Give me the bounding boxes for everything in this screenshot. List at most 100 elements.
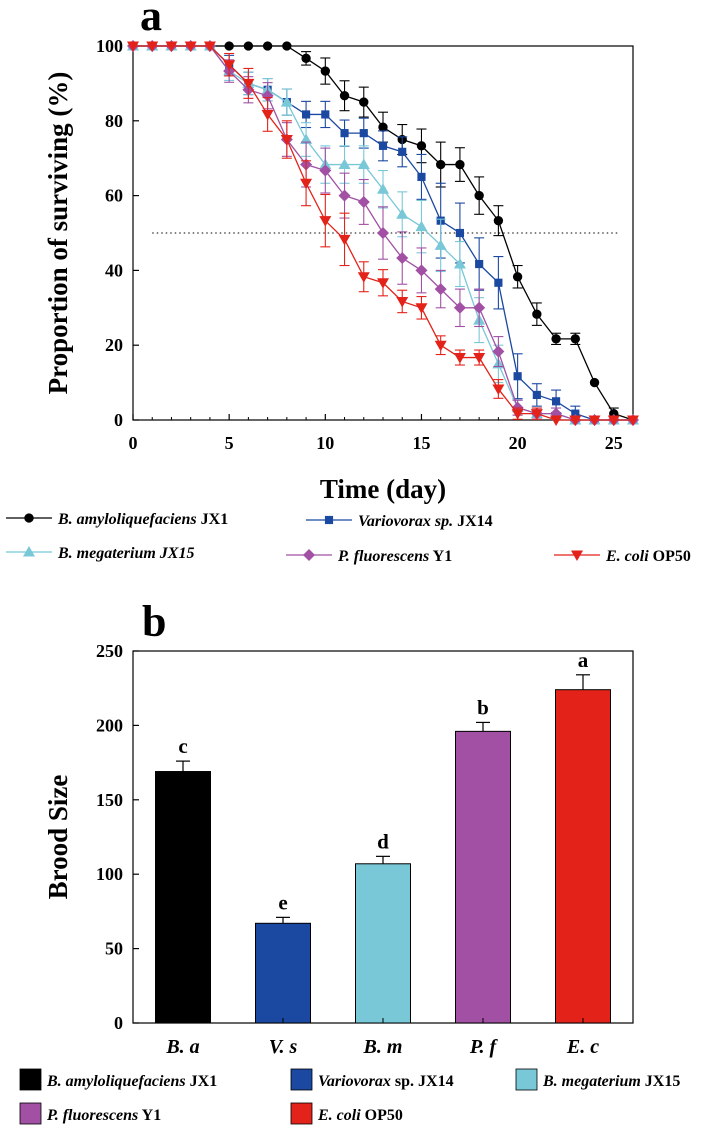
data-point-op50 <box>415 303 428 314</box>
data-point-op50 <box>300 178 313 190</box>
x-tick-label: 15 <box>412 433 430 453</box>
data-point-y1 <box>415 264 428 277</box>
x-tick-label: 5 <box>225 433 234 453</box>
data-point-op50 <box>473 353 486 364</box>
legend-label-jx14: Variovorax sp. JX14 <box>358 513 493 530</box>
category-label: V. s <box>269 1036 298 1058</box>
legend-swatch <box>290 1068 313 1091</box>
data-point-jx1 <box>359 97 369 107</box>
y-tick-label: 100 <box>96 36 123 56</box>
data-point-jx1 <box>243 41 254 51</box>
data-point-jx1 <box>493 215 504 226</box>
legend-label-jx15: B. megaterium JX15 <box>57 545 194 562</box>
y-tick-label: 100 <box>96 864 123 884</box>
legend-entry-jx1: B. amyloliquefaciens JX1 <box>6 511 228 528</box>
y-tick-label: 80 <box>105 111 123 131</box>
data-point-jx14 <box>455 228 465 238</box>
data-point-jx14 <box>475 259 484 269</box>
legend-marker-jx14 <box>324 515 334 525</box>
data-point-jx14 <box>571 409 580 418</box>
category-label: E. c <box>566 1036 599 1058</box>
legend-swatch <box>19 1102 42 1125</box>
survival-axis-ticks: 0 5 10 15 20 25 0 20 40 60 80 100 <box>96 36 634 453</box>
data-point-op50 <box>530 409 543 420</box>
data-point-op50 <box>203 41 216 52</box>
data-point-op50 <box>607 415 620 426</box>
legend-marker-y1 <box>303 549 315 561</box>
data-point-y1 <box>434 283 447 296</box>
brood-size-chart: 0 50 100 150 200 250 c B. a e V. s d B. m b P. f a E. … <box>43 641 634 1058</box>
legend-entry-jx1: B. amyloliquefaciens JX1 <box>19 1068 217 1091</box>
significance-label: a <box>578 648 589 672</box>
data-point-jx15 <box>453 258 466 269</box>
data-point-jx1 <box>224 41 234 51</box>
data-point-jx1 <box>570 334 580 344</box>
legend-swatch <box>19 1068 42 1091</box>
bar-group-3: b P. f <box>455 695 511 1058</box>
data-point-jx14 <box>513 372 522 381</box>
legend-label-jx14: Variovorax sp. JX14 <box>318 1073 454 1090</box>
data-point-y1 <box>319 164 332 177</box>
data-point-jx1 <box>282 41 292 51</box>
y-tick-label: 200 <box>96 715 123 735</box>
data-point-jx15 <box>377 183 389 194</box>
data-point-jx14 <box>378 141 388 150</box>
data-point-y1 <box>261 89 274 102</box>
y-tick-label: 0 <box>114 1013 123 1033</box>
data-point-op50 <box>319 216 332 227</box>
legend-label-jx15: B. megaterium JX15 <box>542 1073 680 1090</box>
legend-entry-jx14: Variovorax sp. JX14 <box>306 513 493 530</box>
legend-entry-jx15: B. megaterium JX15 <box>6 545 194 562</box>
legend-swatch <box>290 1102 313 1125</box>
data-point-op50 <box>511 409 524 420</box>
category-label: P. f <box>469 1036 499 1058</box>
series-op50 <box>127 41 639 426</box>
data-point-jx14 <box>340 129 349 138</box>
bar <box>555 689 611 1024</box>
brood-y-axis-title: Brood Size <box>43 775 73 900</box>
data-point-jx14 <box>417 172 426 181</box>
bar <box>455 730 511 1024</box>
bar-group-2: d B. m <box>355 829 411 1058</box>
survival-chart: 0 5 10 15 20 25 0 20 40 60 80 100 Time (day) Propor… <box>43 36 639 504</box>
data-point-op50 <box>550 415 563 426</box>
legend-label-op50: E. coli OP50 <box>605 548 691 565</box>
data-point-op50 <box>627 415 639 426</box>
data-point-jx14 <box>359 129 368 138</box>
y-tick-label: 50 <box>105 939 123 959</box>
data-point-jx15 <box>357 158 370 170</box>
data-point-op50 <box>357 272 370 283</box>
data-point-jx1 <box>512 272 523 282</box>
data-point-jx1 <box>532 309 542 319</box>
data-point-y1 <box>396 252 409 265</box>
legend-label-y1: P. fluorescens Y1 <box>337 548 452 565</box>
data-point-op50 <box>588 415 601 426</box>
legend-marker-jx15 <box>23 546 35 557</box>
panel-b-label: b <box>142 597 166 646</box>
data-point-y1 <box>453 301 466 314</box>
data-point-jx15 <box>415 220 428 232</box>
data-point-op50 <box>434 340 447 352</box>
bar-group-4: a E. c <box>555 648 611 1058</box>
data-point-jx1 <box>436 159 446 170</box>
brood-bars: c B. a e V. s d B. m b P. f a E. c <box>155 648 611 1058</box>
data-point-jx1 <box>474 190 484 201</box>
data-point-jx1 <box>378 122 388 132</box>
data-point-op50 <box>165 41 178 52</box>
brood-axis-ticks: 0 50 100 150 200 250 <box>96 641 139 1033</box>
survival-legend: B. amyloliquefaciens JX1 Variovorax sp. J… <box>6 511 691 565</box>
y-tick-label: 150 <box>96 790 123 810</box>
data-point-jx15 <box>396 208 409 219</box>
survival-y-axis-title: Proportion of surviving (%) <box>43 72 73 395</box>
data-point-op50 <box>127 41 139 52</box>
data-point-op50 <box>569 415 582 426</box>
x-tick-label: 10 <box>316 433 334 453</box>
y-tick-label: 60 <box>105 186 123 206</box>
data-point-op50 <box>184 41 197 52</box>
legend-entry-jx15: B. megaterium JX15 <box>515 1068 680 1091</box>
legend-marker-op50 <box>571 550 583 561</box>
y-tick-label: 40 <box>105 260 123 280</box>
bar-group-0: c B. a <box>155 734 211 1058</box>
legend-entry-y1: P. fluorescens Y1 <box>19 1102 161 1125</box>
